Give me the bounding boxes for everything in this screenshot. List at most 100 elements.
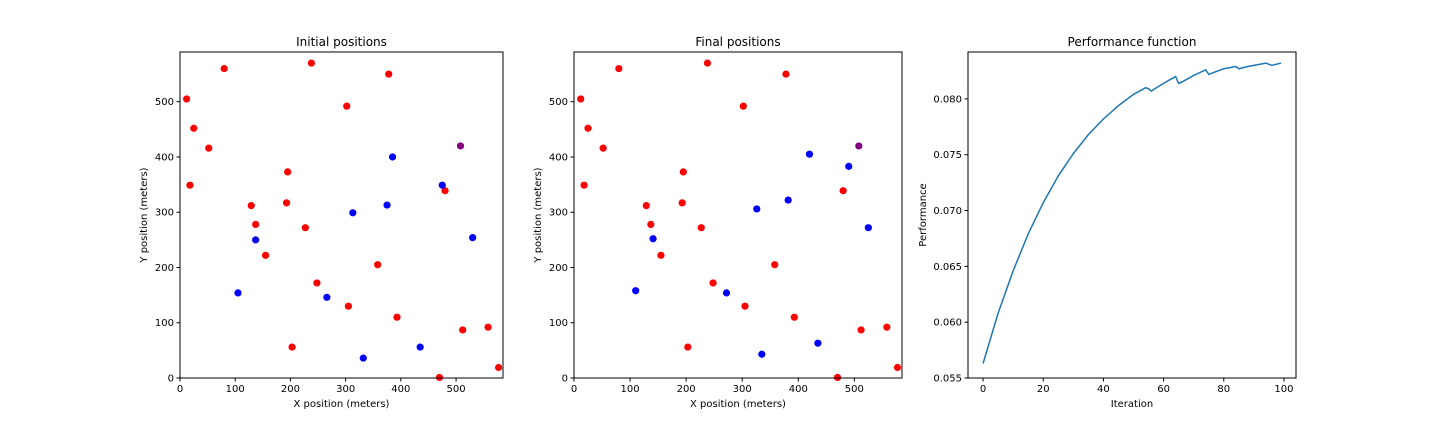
blue-point — [469, 234, 477, 242]
blue-point — [323, 293, 331, 301]
red-point — [261, 251, 270, 259]
x-tick-label: 400 — [789, 384, 808, 395]
x-tick-label: 20 — [1037, 384, 1050, 395]
y-tick-label: 200 — [549, 263, 568, 274]
axes-frame — [573, 51, 903, 379]
red-point — [857, 326, 865, 334]
y-tick-label: 0.070 — [933, 206, 962, 217]
y-axis-label: Y position (meters) — [533, 167, 544, 263]
red-point — [343, 102, 351, 110]
red-point — [739, 102, 747, 110]
red-point — [435, 373, 444, 382]
x-tick-label: 300 — [733, 384, 752, 395]
ticks: 0 100 200 300 400 500 0 100 200 300 400 500 — [155, 97, 466, 395]
blue-point — [814, 339, 822, 347]
red-point — [313, 279, 321, 287]
x-tick-label: 0 — [980, 384, 986, 395]
x-axis-label: X position (meters) — [294, 399, 390, 410]
blue-point — [234, 289, 242, 297]
red-point — [441, 187, 449, 195]
blue-point — [359, 354, 367, 362]
red-point — [697, 224, 705, 232]
y-tick-label: 400 — [155, 152, 174, 163]
final-positions-panel: Final positions X position (meters) Y po… — [533, 35, 903, 410]
chart-title: Performance function — [1068, 35, 1197, 49]
red-point — [307, 59, 316, 67]
marks — [982, 62, 1282, 364]
x-tick-label: 300 — [336, 384, 355, 395]
red-point — [282, 199, 291, 207]
red-point — [790, 313, 798, 321]
x-tick-label: 100 — [621, 384, 640, 395]
y-tick-label: 0 — [562, 374, 568, 385]
x-tick-label: 200 — [281, 384, 300, 395]
red-point — [183, 95, 191, 103]
red-point — [615, 64, 623, 73]
red-point — [301, 224, 309, 232]
y-tick-label: 100 — [155, 318, 174, 329]
red-point — [771, 261, 779, 269]
blue-point — [805, 150, 814, 158]
y-tick-label: 0.075 — [933, 150, 962, 161]
y-tick-label: 0.080 — [933, 94, 962, 105]
x-tick-label: 40 — [1097, 384, 1110, 395]
red-point — [839, 187, 847, 195]
red-point — [657, 251, 665, 259]
y-tick-label: 0.060 — [933, 318, 962, 329]
red-point — [484, 323, 492, 331]
red-point — [284, 168, 292, 176]
blue-point — [784, 196, 792, 204]
red-point — [374, 261, 382, 269]
y-tick-label: 0 — [168, 374, 174, 385]
x-tick-label: 60 — [1157, 384, 1170, 395]
y-tick-label: 500 — [549, 97, 568, 108]
red-point — [893, 363, 902, 372]
x-tick-label: 0 — [177, 384, 183, 395]
blue-point — [632, 287, 640, 295]
purple-point — [855, 142, 863, 150]
red-point — [393, 313, 401, 321]
blue-point — [438, 181, 446, 189]
y-tick-label: 0.065 — [933, 262, 962, 273]
red-point — [678, 199, 686, 207]
blue-point — [349, 209, 357, 217]
purple-point — [456, 142, 465, 150]
red-point — [709, 279, 717, 287]
red-point — [577, 95, 585, 103]
blue-point — [722, 289, 731, 297]
y-tick-label: 400 — [549, 152, 568, 163]
red-point — [782, 70, 790, 78]
red-point — [703, 59, 712, 67]
red-point — [883, 323, 891, 331]
blue-point — [845, 162, 853, 170]
y-axis-label: Y position (meters) — [139, 167, 150, 263]
red-point — [684, 343, 692, 351]
red-point — [580, 181, 588, 189]
red-point — [584, 124, 592, 132]
blue-point — [649, 235, 657, 243]
y-tick-label: 300 — [549, 208, 568, 219]
red-point — [186, 181, 194, 189]
x-tick-label: 500 — [447, 384, 466, 395]
red-point — [599, 144, 607, 152]
marks — [577, 59, 902, 382]
x-tick-label: 500 — [845, 384, 864, 395]
red-point — [247, 202, 255, 210]
blue-point — [252, 236, 260, 244]
red-point — [344, 302, 353, 310]
red-point — [205, 144, 213, 152]
blue-point — [383, 201, 391, 209]
red-point — [833, 373, 842, 382]
red-point — [288, 343, 296, 351]
x-tick-label: 80 — [1217, 384, 1230, 395]
x-tick-label: 400 — [391, 384, 410, 395]
red-point — [679, 168, 687, 176]
ticks: 0 20 40 60 80 100 0.055 0.060 0.065 0.070 0.075 0.0… — [933, 94, 1293, 395]
red-point — [252, 220, 260, 228]
marks — [183, 59, 503, 382]
y-axis-label: Performance — [918, 183, 929, 246]
red-point — [642, 202, 650, 210]
y-tick-label: 100 — [549, 318, 568, 329]
y-tick-label: 300 — [155, 208, 174, 219]
